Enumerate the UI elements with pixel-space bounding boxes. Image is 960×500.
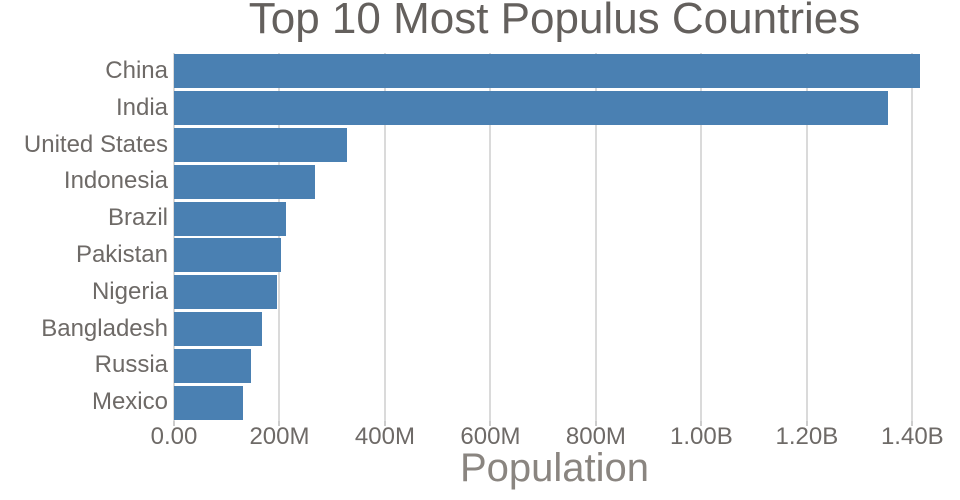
bar-india bbox=[174, 91, 888, 126]
bar-china bbox=[174, 54, 920, 89]
x-axis-title: Population bbox=[459, 446, 650, 490]
bar-pakistan bbox=[174, 238, 282, 273]
gridline-200M bbox=[278, 53, 281, 421]
plot-area bbox=[173, 53, 935, 426]
tick-mark-0.00 bbox=[173, 421, 175, 426]
gridline-0.00 bbox=[173, 53, 175, 421]
x-tick-label: 0.00 bbox=[150, 423, 198, 450]
chart-title: Top 10 Most Populus Countries bbox=[248, 0, 861, 43]
y-label-india: India bbox=[115, 93, 168, 121]
tick-mark-1.40B bbox=[911, 421, 914, 426]
gridline-800M bbox=[594, 53, 597, 421]
x-tick-label: 1.20B bbox=[775, 423, 839, 450]
bar-russia bbox=[174, 348, 251, 383]
bar-indonesia bbox=[174, 164, 316, 199]
x-tick-label: 1.00B bbox=[670, 423, 733, 450]
y-label-indonesia: Indonesia bbox=[63, 167, 168, 195]
tick-mark-200M bbox=[278, 421, 281, 426]
tick-mark-800M bbox=[594, 421, 597, 426]
y-label-china: China bbox=[105, 57, 168, 84]
gridline-400M bbox=[383, 53, 386, 421]
bar-brazil bbox=[174, 201, 287, 236]
gridline-1.20B bbox=[805, 53, 808, 421]
tick-mark-1.00B bbox=[700, 421, 703, 426]
x-tick-label: 600M bbox=[460, 423, 521, 450]
x-tick-label: 200M bbox=[249, 423, 310, 450]
tick-mark-1.20B bbox=[805, 421, 808, 426]
gridline-1.40B bbox=[911, 53, 914, 421]
y-label-bangladesh: Bangladesh bbox=[41, 314, 168, 342]
bar-nigeria bbox=[174, 275, 278, 310]
y-label-nigeria: Nigeria bbox=[91, 277, 168, 305]
bar-united-states bbox=[174, 128, 347, 162]
y-label-pakistan: Pakistan bbox=[75, 241, 168, 268]
y-label-russia: Russia bbox=[94, 351, 168, 379]
gridline-1.00B bbox=[700, 53, 703, 421]
bar-bangladesh bbox=[174, 312, 263, 346]
y-label-mexico: Mexico bbox=[91, 388, 168, 416]
gridline-600M bbox=[489, 53, 492, 421]
y-label-brazil: Brazil bbox=[107, 204, 168, 232]
tick-mark-600M bbox=[489, 421, 492, 426]
x-tick-label: 400M bbox=[354, 423, 415, 450]
x-tick-label: 800M bbox=[565, 423, 626, 450]
bar-mexico bbox=[174, 385, 244, 420]
tick-mark-400M bbox=[383, 421, 386, 426]
x-tick-label: 1.40B bbox=[880, 423, 944, 450]
y-label-united-states: United States bbox=[23, 130, 168, 158]
